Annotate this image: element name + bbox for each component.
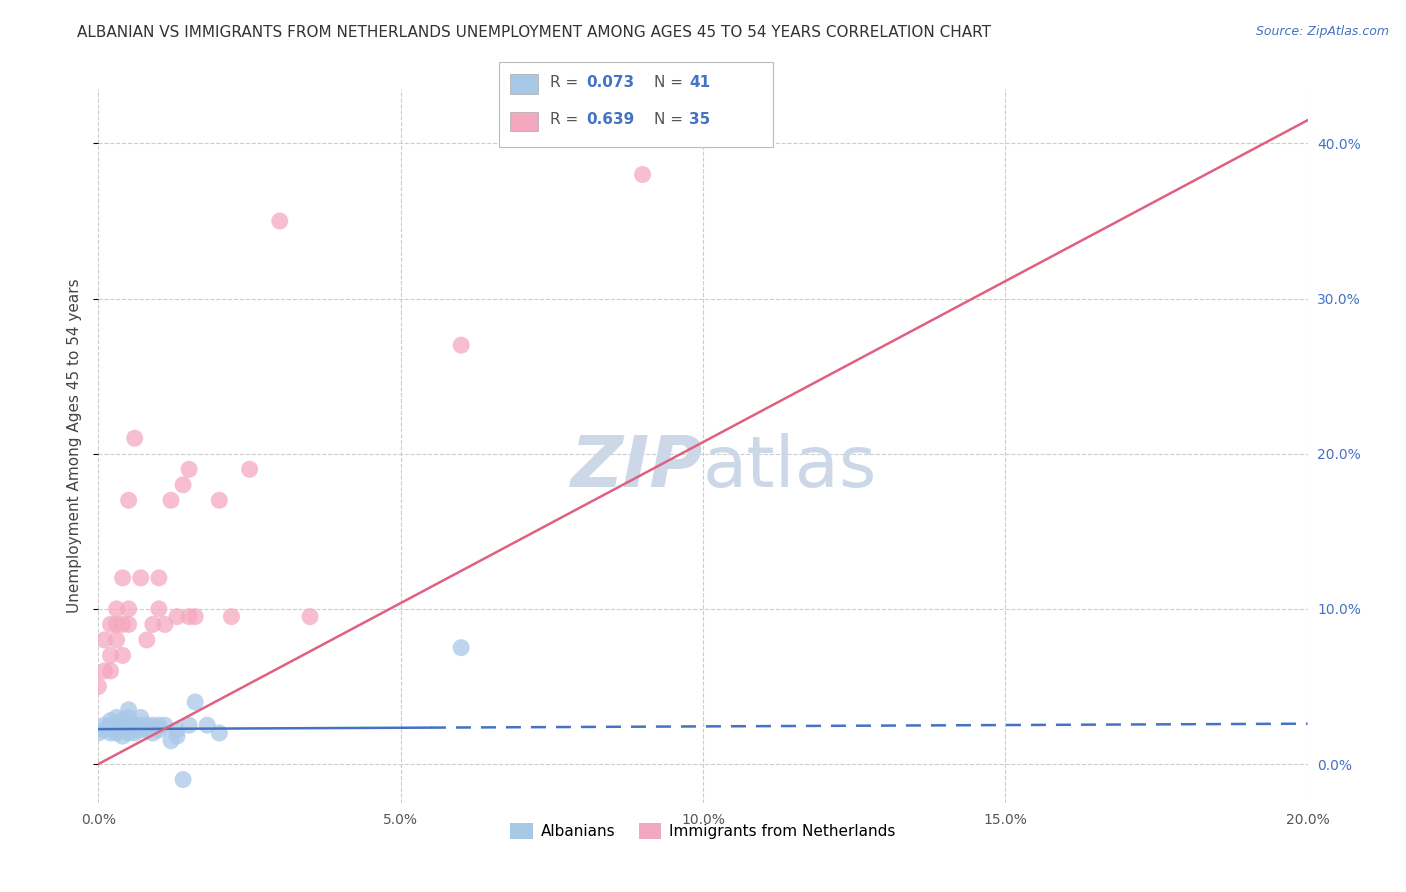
Point [105, 710, 128, 724]
Point [93, 723, 115, 737]
Legend: Albanians, Immigrants from Netherlands: Albanians, Immigrants from Netherlands [505, 817, 901, 845]
Point [142, 726, 165, 740]
Point [179, 462, 201, 476]
Point [129, 723, 152, 737]
Point [135, 718, 157, 732]
Point [148, 602, 170, 616]
Point [105, 617, 128, 632]
Point [100, 648, 122, 663]
Point [118, 493, 141, 508]
Point [118, 723, 141, 737]
Point [93, 664, 115, 678]
Point [124, 431, 146, 445]
Point [111, 571, 134, 585]
Point [166, 729, 188, 743]
Point [118, 710, 141, 724]
Text: N =: N = [654, 112, 688, 127]
Point [124, 718, 146, 732]
Point [450, 338, 472, 352]
Point [184, 609, 207, 624]
Point [105, 723, 128, 737]
Text: N =: N = [654, 75, 688, 89]
Point [118, 703, 141, 717]
Point [184, 695, 207, 709]
Point [118, 726, 141, 740]
Point [100, 726, 122, 740]
Text: 0.073: 0.073 [586, 75, 634, 89]
Point [239, 462, 262, 476]
Point [111, 714, 134, 728]
Text: Source: ZipAtlas.com: Source: ZipAtlas.com [1256, 25, 1389, 38]
Point [160, 493, 183, 508]
Point [100, 617, 122, 632]
Point [118, 617, 141, 632]
Point [105, 726, 128, 740]
Text: 0.639: 0.639 [586, 112, 634, 127]
Point [148, 723, 170, 737]
Point [172, 772, 194, 787]
Point [166, 609, 188, 624]
Point [208, 493, 231, 508]
Point [124, 726, 146, 740]
Point [100, 718, 122, 732]
Point [87, 680, 110, 694]
Point [87, 726, 110, 740]
Point [153, 617, 176, 632]
Point [172, 477, 194, 491]
Point [269, 214, 291, 228]
Point [118, 602, 141, 616]
Text: 35: 35 [689, 112, 710, 127]
Point [142, 718, 165, 732]
Point [166, 723, 188, 737]
Point [160, 733, 183, 747]
Text: R =: R = [550, 112, 583, 127]
Text: ALBANIAN VS IMMIGRANTS FROM NETHERLANDS UNEMPLOYMENT AMONG AGES 45 TO 54 YEARS C: ALBANIAN VS IMMIGRANTS FROM NETHERLANDS … [77, 25, 991, 40]
Point [179, 609, 201, 624]
Point [129, 718, 152, 732]
Point [129, 710, 152, 724]
Point [111, 718, 134, 732]
Text: R =: R = [550, 75, 583, 89]
Point [148, 571, 170, 585]
Text: ZIP: ZIP [571, 433, 703, 502]
Point [100, 664, 122, 678]
Text: atlas: atlas [703, 433, 877, 502]
Point [153, 718, 176, 732]
Point [93, 718, 115, 732]
Point [111, 617, 134, 632]
Point [105, 718, 128, 732]
Text: 41: 41 [689, 75, 710, 89]
Point [179, 718, 201, 732]
Point [135, 632, 157, 647]
Point [148, 718, 170, 732]
Point [111, 729, 134, 743]
Point [111, 723, 134, 737]
Point [221, 609, 243, 624]
Point [105, 632, 128, 647]
Point [450, 640, 472, 655]
Point [208, 726, 231, 740]
Point [124, 723, 146, 737]
Point [129, 571, 152, 585]
Point [142, 617, 165, 632]
Y-axis label: Unemployment Among Ages 45 to 54 years: Unemployment Among Ages 45 to 54 years [67, 278, 83, 614]
Point [105, 602, 128, 616]
Point [631, 168, 654, 182]
Point [93, 632, 115, 647]
Point [299, 609, 322, 624]
Point [111, 648, 134, 663]
Point [135, 723, 157, 737]
Point [100, 714, 122, 728]
Point [195, 718, 218, 732]
Point [118, 718, 141, 732]
